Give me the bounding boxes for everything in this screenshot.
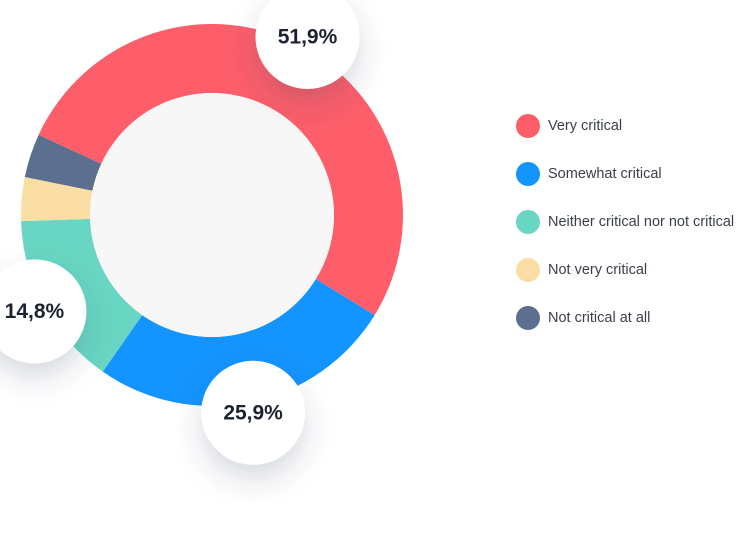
donut-slice [24, 134, 102, 191]
data-label: 25,9% [223, 401, 283, 424]
legend-swatch [516, 210, 540, 234]
legend-label: Not critical at all [548, 310, 651, 326]
data-label: 51,9% [278, 26, 338, 49]
legend-swatch [516, 306, 540, 330]
donut-slice [102, 278, 375, 406]
legend-label: Not very critical [548, 262, 648, 278]
chart-legend: Very critical Somewhat critical Neither cr… [516, 114, 734, 354]
legend-swatch [516, 258, 540, 282]
legend-label: Very critical [548, 118, 623, 134]
legend-label: Neither critical nor not critical [548, 214, 735, 230]
badge-circle [0, 259, 87, 364]
percentage-badge: 51,9% [255, 0, 360, 89]
data-label: 14,8% [5, 300, 65, 323]
badge-circle [255, 0, 360, 89]
legend-swatch [516, 114, 540, 138]
percentage-badge: 25,9% [201, 360, 306, 465]
legend-item: Very critical [516, 114, 734, 138]
donut-hole [90, 93, 334, 337]
legend-item: Somewhat critical [516, 162, 734, 186]
donut-slice [21, 176, 93, 222]
legend-item: Neither critical nor not critical [516, 210, 734, 234]
legend-swatch [516, 162, 540, 186]
badge-circle [201, 360, 306, 465]
donut-slice [38, 23, 404, 316]
legend-item: Not critical at all [516, 306, 734, 330]
legend-label: Somewhat critical [548, 166, 662, 182]
legend-item: Not very critical [516, 258, 734, 282]
percentage-badge: 14,8% [0, 259, 87, 364]
